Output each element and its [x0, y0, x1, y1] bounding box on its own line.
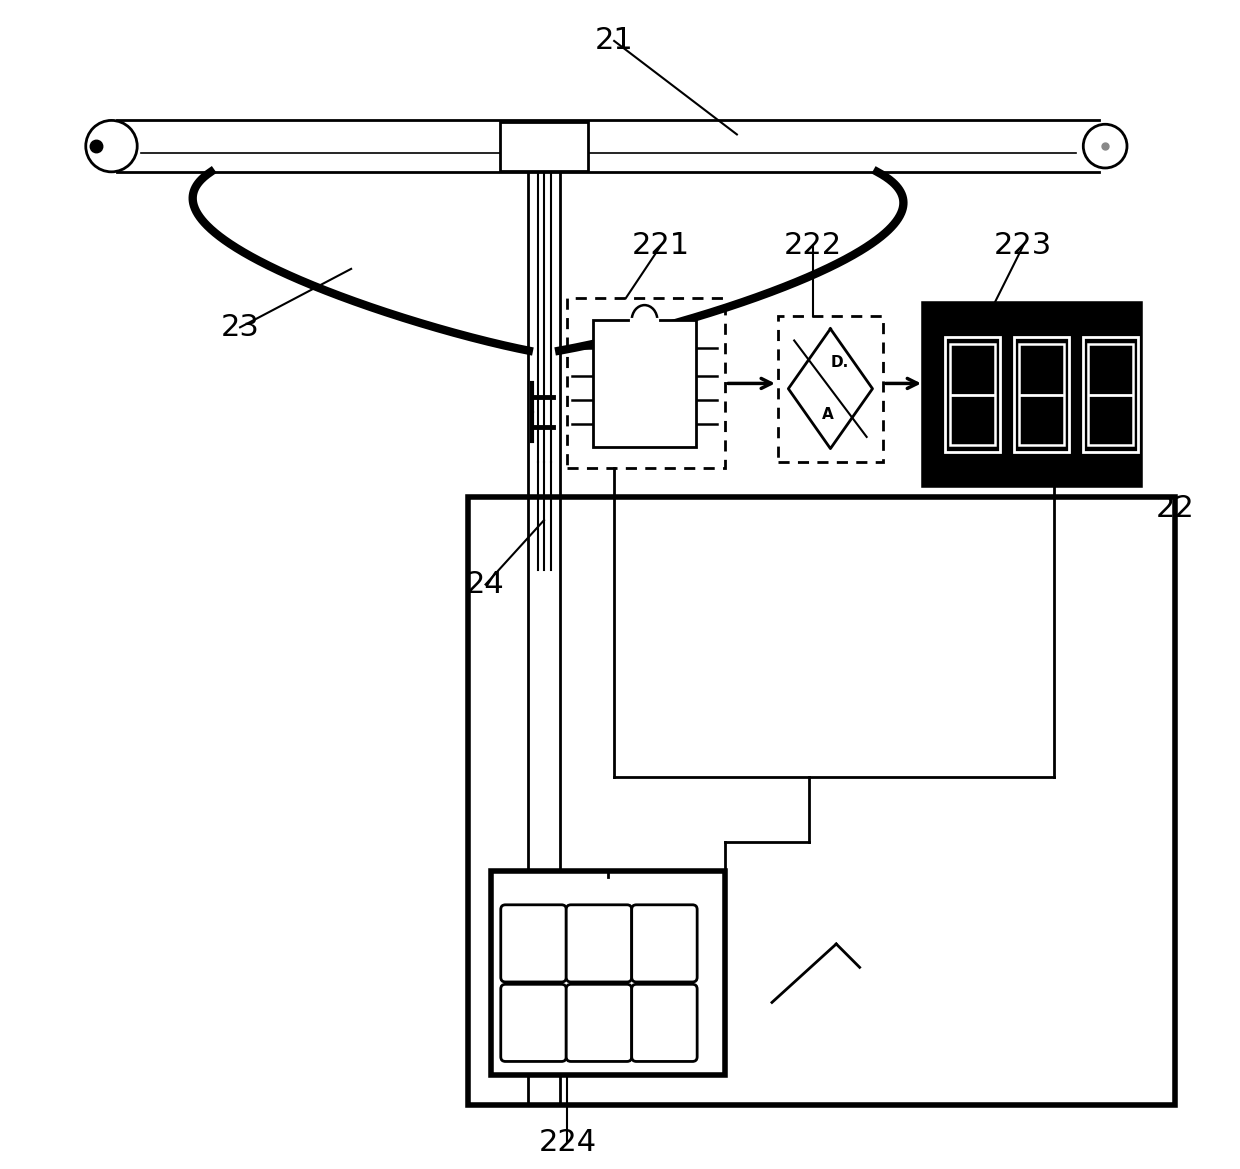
- FancyBboxPatch shape: [631, 984, 697, 1061]
- Text: 222: 222: [784, 231, 842, 260]
- Text: 224: 224: [538, 1128, 596, 1156]
- Text: D.: D.: [831, 355, 849, 371]
- Text: 22: 22: [1156, 494, 1194, 523]
- FancyBboxPatch shape: [467, 497, 1176, 1105]
- FancyBboxPatch shape: [777, 316, 883, 462]
- FancyBboxPatch shape: [945, 338, 999, 452]
- Text: A: A: [822, 407, 835, 422]
- Circle shape: [86, 120, 138, 172]
- FancyBboxPatch shape: [501, 984, 567, 1061]
- FancyBboxPatch shape: [1018, 345, 1064, 445]
- FancyBboxPatch shape: [500, 122, 588, 171]
- Circle shape: [1084, 124, 1127, 168]
- Text: 23: 23: [221, 313, 259, 341]
- Text: 221: 221: [632, 231, 689, 260]
- FancyBboxPatch shape: [1087, 345, 1133, 445]
- FancyBboxPatch shape: [924, 304, 1141, 485]
- FancyBboxPatch shape: [568, 298, 725, 468]
- FancyBboxPatch shape: [631, 905, 697, 982]
- Text: 21: 21: [595, 27, 634, 55]
- FancyBboxPatch shape: [501, 905, 567, 982]
- FancyBboxPatch shape: [567, 984, 631, 1061]
- FancyBboxPatch shape: [491, 871, 725, 1075]
- FancyBboxPatch shape: [950, 345, 996, 445]
- Polygon shape: [789, 328, 873, 449]
- FancyBboxPatch shape: [593, 320, 696, 447]
- Text: 223: 223: [994, 231, 1053, 260]
- FancyBboxPatch shape: [1083, 338, 1138, 452]
- FancyBboxPatch shape: [567, 905, 631, 982]
- FancyBboxPatch shape: [1014, 338, 1069, 452]
- Text: 24: 24: [466, 570, 505, 599]
